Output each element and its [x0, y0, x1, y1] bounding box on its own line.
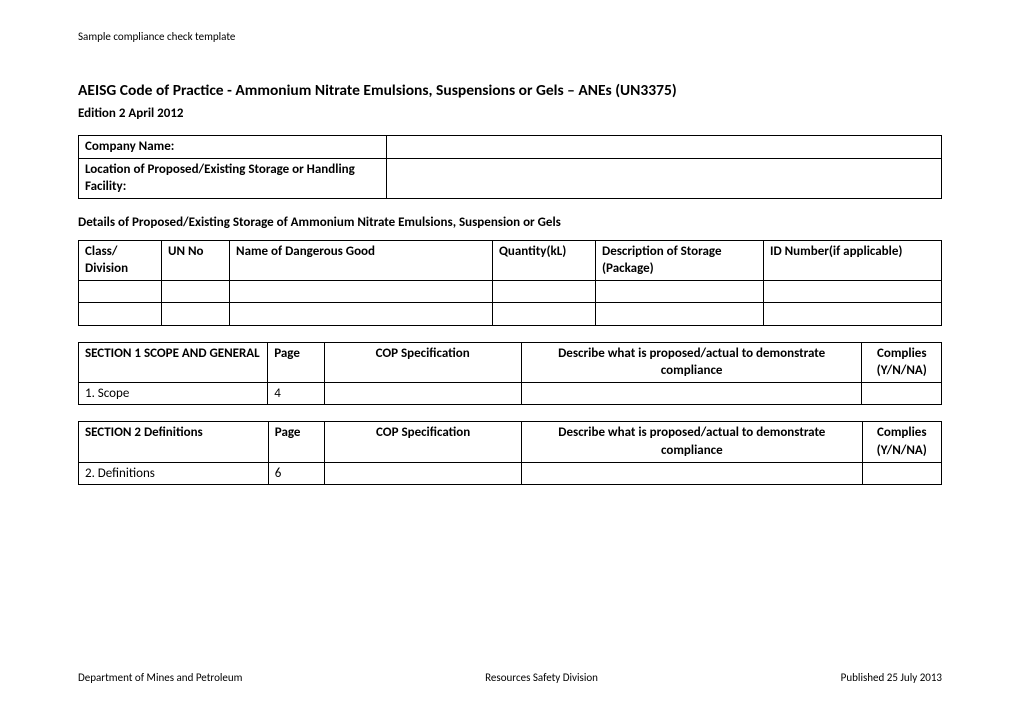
cell: 4: [268, 382, 324, 405]
col-header: ID Number(if applicable): [764, 240, 942, 280]
col-header: Describe what is proposed/actual to demo…: [522, 422, 862, 462]
info-label: Location of Proposed/Existing Storage or…: [79, 158, 387, 198]
table-row: Company Name:: [79, 136, 942, 159]
cell: [522, 462, 862, 485]
details-heading: Details of Proposed/Existing Storage of …: [78, 215, 942, 230]
cell: [162, 280, 230, 303]
section2-table: SECTION 2 Definitions Page COP Specifica…: [78, 421, 942, 485]
footer: Department of Mines and Petroleum Resour…: [78, 671, 942, 684]
table-header-row: SECTION 1 SCOPE AND GENERAL Page COP Spe…: [79, 342, 942, 382]
footer-left: Department of Mines and Petroleum: [78, 671, 242, 684]
page-subtitle: Edition 2 April 2012: [78, 106, 942, 121]
info-table: Company Name: Location of Proposed/Exist…: [78, 135, 942, 199]
table-row: Location of Proposed/Existing Storage or…: [79, 158, 942, 198]
cell: [79, 303, 162, 326]
footer-center: Resources Safety Division: [485, 671, 598, 684]
cell: 1. Scope: [79, 382, 268, 405]
table-header-row: Class/ Division UN No Name of Dangerous …: [79, 240, 942, 280]
col-header: Quantity(kL): [493, 240, 596, 280]
info-label: Company Name:: [79, 136, 387, 159]
cell: [521, 382, 862, 405]
page-title: AEISG Code of Practice - Ammonium Nitrat…: [78, 81, 942, 100]
cell: [162, 303, 230, 326]
cell: [324, 382, 521, 405]
cell: [325, 462, 522, 485]
col-header: Page: [268, 342, 324, 382]
col-header: UN No: [162, 240, 230, 280]
col-header: COP Specification: [324, 342, 521, 382]
cell: [493, 280, 596, 303]
cell: [862, 462, 941, 485]
footer-right: Published 25 July 2013: [841, 671, 942, 684]
cell: [764, 303, 942, 326]
table-row: [79, 280, 942, 303]
col-header: Class/ Division: [79, 240, 162, 280]
col-header: COP Specification: [325, 422, 522, 462]
col-header: Name of Dangerous Good: [230, 240, 493, 280]
cell: [230, 303, 493, 326]
cell: [493, 303, 596, 326]
cell: 2. Definitions: [79, 462, 269, 485]
col-header: Describe what is proposed/actual to demo…: [521, 342, 862, 382]
cell: [764, 280, 942, 303]
header-text: Sample compliance check template: [78, 30, 942, 43]
col-header: Complies (Y/N/NA): [862, 422, 941, 462]
cell: [230, 280, 493, 303]
cell: [596, 280, 764, 303]
col-header: SECTION 2 Definitions: [79, 422, 269, 462]
cell: [79, 280, 162, 303]
details-table: Class/ Division UN No Name of Dangerous …: [78, 240, 942, 326]
col-header: Complies (Y/N/NA): [862, 342, 942, 382]
col-header: SECTION 1 SCOPE AND GENERAL: [79, 342, 268, 382]
section1-table: SECTION 1 SCOPE AND GENERAL Page COP Spe…: [78, 342, 942, 406]
cell: [596, 303, 764, 326]
table-row: [79, 303, 942, 326]
col-header: Description of Storage (Package): [596, 240, 764, 280]
table-row: 1. Scope 4: [79, 382, 942, 405]
cell: [862, 382, 942, 405]
table-row: 2. Definitions 6: [79, 462, 942, 485]
col-header: Page: [268, 422, 324, 462]
table-header-row: SECTION 2 Definitions Page COP Specifica…: [79, 422, 942, 462]
cell: 6: [268, 462, 324, 485]
info-value: [387, 158, 942, 198]
info-value: [387, 136, 942, 159]
